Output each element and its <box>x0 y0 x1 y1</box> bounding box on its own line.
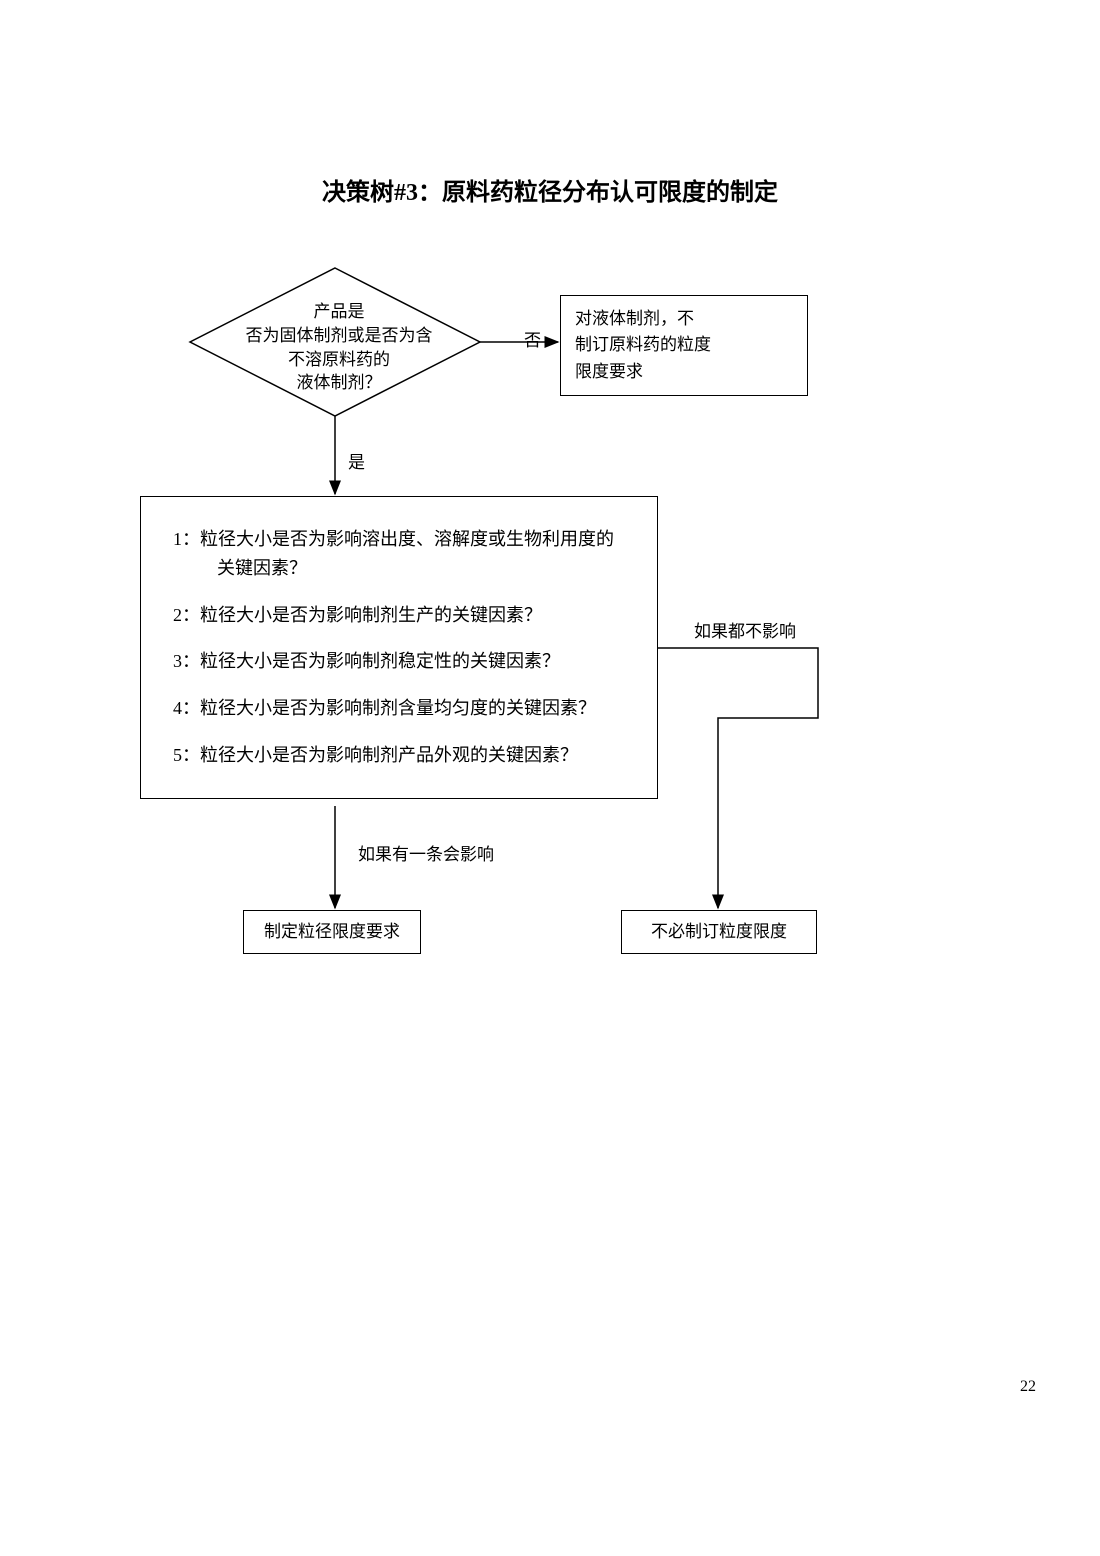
question-5: 5：粒径大小是否为影响制剂产品外观的关键因素？ <box>173 741 625 770</box>
rect-liquid-line-3: 限度要求 <box>575 362 643 381</box>
rect-liquid-prep: 对液体制剂，不 制订原料药的粒度 限度要求 <box>560 295 808 396</box>
rect-liquid-line-2: 制订原料药的粒度 <box>575 335 711 354</box>
label-yes: 是 <box>348 448 365 473</box>
diamond-line-1: 产品是 <box>314 302 365 321</box>
questions-box: 1：粒径大小是否为影响溶出度、溶解度或生物利用度的关键因素？ 2：粒径大小是否为… <box>140 496 658 799</box>
diamond-text: 产品是 否为固体制剂或是否为含 不溶原料药的 液体制剂？ <box>215 300 463 395</box>
rect-set-limit: 制定粒径限度要求 <box>243 910 421 954</box>
label-if-one: 如果有一条会影响 <box>358 840 494 865</box>
diamond-line-4: 液体制剂？ <box>297 373 382 392</box>
question-4: 4：粒径大小是否为影响制剂含量均匀度的关键因素？ <box>173 694 625 723</box>
question-2: 2：粒径大小是否为影响制剂生产的关键因素？ <box>173 601 625 630</box>
flowchart-canvas: 决策树#3：原料药粒径分布认可限度的制定 产品是 否为固体制剂或是否为含 不溶原… <box>0 0 1100 1556</box>
label-if-none: 如果都不影响 <box>694 617 796 642</box>
rect-set-text: 制定粒径限度要求 <box>264 922 400 941</box>
label-no: 否 <box>524 326 541 351</box>
diamond-line-2: 否为固体制剂或是否为含 <box>246 326 433 345</box>
rect-noset-text: 不必制订粒度限度 <box>651 922 787 941</box>
page-number: 22 <box>1020 1378 1036 1396</box>
diamond-line-3: 不溶原料药的 <box>288 350 390 369</box>
chart-title: 决策树#3：原料药粒径分布认可限度的制定 <box>0 172 1100 207</box>
question-3: 3：粒径大小是否为影响制剂稳定性的关键因素？ <box>173 647 625 676</box>
rect-no-set-limit: 不必制订粒度限度 <box>621 910 817 954</box>
rect-liquid-line-1: 对液体制剂，不 <box>575 309 694 328</box>
question-1: 1：粒径大小是否为影响溶出度、溶解度或生物利用度的关键因素？ <box>173 525 625 583</box>
